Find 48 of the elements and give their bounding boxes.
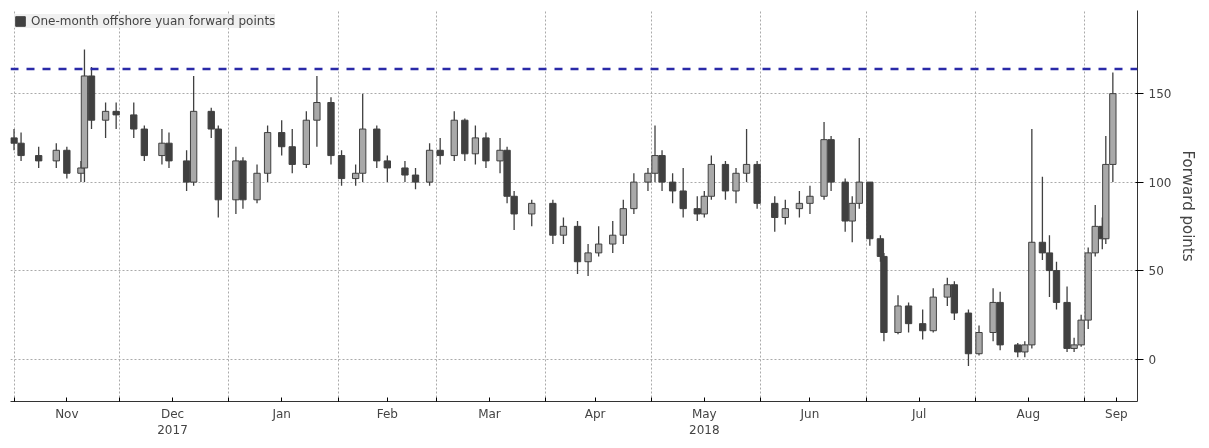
- x-tick-label: Jun: [799, 406, 820, 421]
- candlestick: [383, 154, 392, 183]
- candlestick: [112, 101, 120, 130]
- candlestick: [732, 167, 740, 204]
- candlestick: [278, 119, 286, 157]
- x-tick-label: Apr: [584, 406, 606, 421]
- candlestick: [528, 199, 536, 227]
- candlestick: [101, 101, 110, 139]
- candlestick: [436, 137, 444, 166]
- y-tick-label: 50: [1148, 264, 1164, 279]
- x-tick-label: Jan: [271, 406, 291, 421]
- x-tick-label: Nov: [55, 406, 79, 421]
- candlestick: [337, 149, 346, 187]
- candlestick: [771, 195, 779, 233]
- candlestick: [401, 160, 409, 183]
- candlestick: [679, 167, 687, 219]
- candlestick: [594, 225, 603, 258]
- candlestick: [288, 128, 296, 174]
- candlestick: [975, 324, 983, 357]
- candlestick: [609, 220, 617, 254]
- x-tick-label: Jul: [910, 406, 927, 421]
- y-tick-label: 0: [1148, 352, 1157, 367]
- candlestick: [584, 243, 592, 277]
- candlestick: [668, 172, 677, 204]
- x-tick-label: Feb: [376, 406, 398, 421]
- x-tick-label: May 2018: [689, 406, 720, 438]
- candlestick: [482, 131, 490, 169]
- candlestick: [742, 128, 751, 183]
- candlestick: [35, 146, 43, 169]
- x-tick-label: Sep: [1105, 406, 1128, 421]
- candlestick: [806, 185, 814, 215]
- x-tick-label: Aug: [1016, 406, 1041, 421]
- x-tick-label: Dec 2017: [157, 406, 188, 438]
- legend-label: One-month offshore yuan forward points: [31, 14, 276, 28]
- x-tick-label: Mar: [478, 406, 501, 421]
- y-tick-label: 100: [1148, 175, 1172, 190]
- candlestick: [919, 308, 927, 341]
- y-tick-label: 150: [1148, 87, 1172, 102]
- candlestick: [471, 124, 480, 166]
- candlestick: [63, 146, 71, 180]
- candlestick: [904, 301, 913, 334]
- candlestick: [781, 199, 789, 226]
- candlestick: [559, 216, 568, 245]
- candlestick: [52, 142, 60, 169]
- candlestick: [411, 167, 420, 190]
- y-axis-title: Forward points: [1179, 150, 1198, 262]
- candlestick: [795, 190, 804, 219]
- candlestick: [130, 101, 138, 139]
